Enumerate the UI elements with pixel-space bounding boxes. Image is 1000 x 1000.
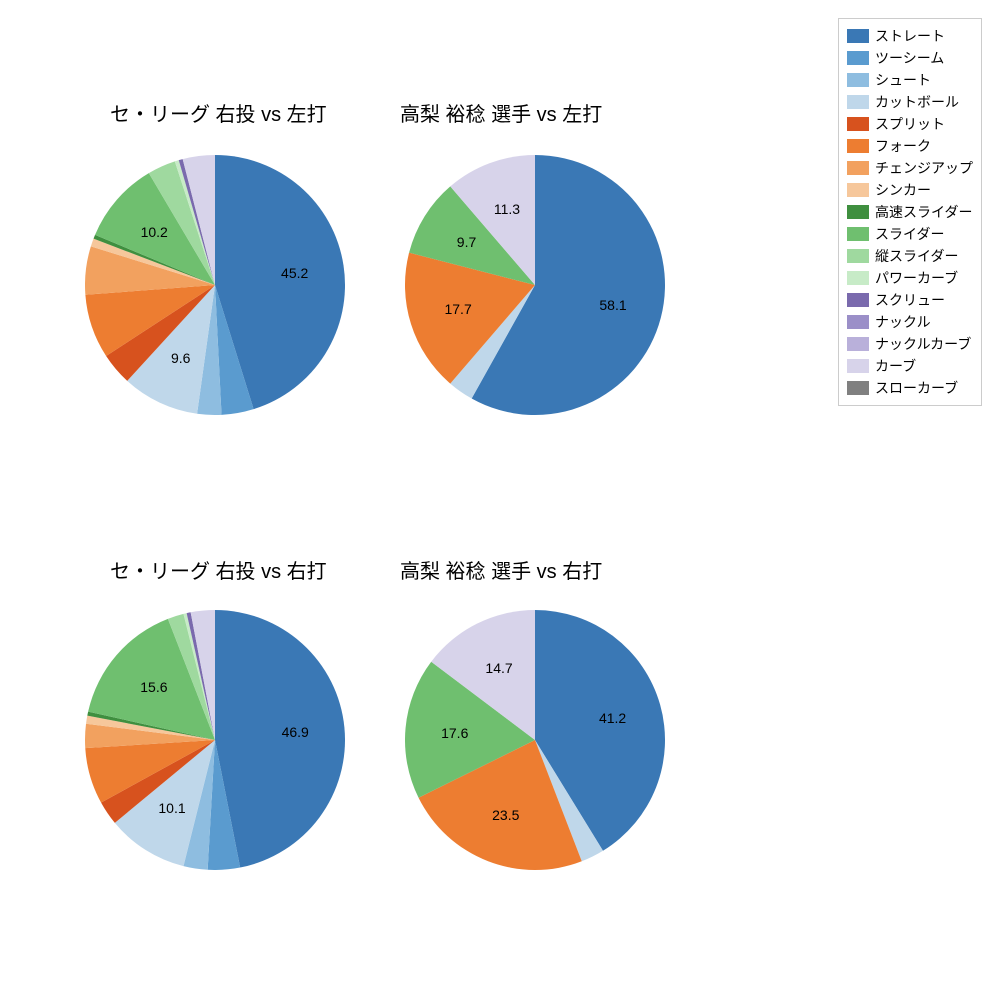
legend-label: シュート	[875, 70, 931, 90]
legend-swatch	[847, 381, 869, 395]
legend-item: フォーク	[847, 135, 973, 157]
legend-label: スローカーブ	[875, 378, 958, 398]
legend-item: チェンジアップ	[847, 157, 973, 179]
legend-label: スプリット	[875, 114, 945, 134]
legend-item: 縦スライダー	[847, 245, 973, 267]
legend-label: カーブ	[875, 356, 916, 376]
legend-swatch	[847, 29, 869, 43]
legend-item: シンカー	[847, 179, 973, 201]
legend-swatch	[847, 293, 869, 307]
chart-stage: セ・リーグ 右投 vs 左打 高梨 裕稔 選手 vs 左打 セ・リーグ 右投 v…	[0, 0, 1000, 1000]
pie-chart-tl: 45.29.610.2	[85, 155, 345, 415]
legend-item: カットボール	[847, 91, 973, 113]
legend-swatch	[847, 271, 869, 285]
pie-chart-br: 41.223.517.614.7	[405, 610, 665, 870]
pie-chart-bl: 46.910.115.6	[85, 610, 345, 870]
legend-label: チェンジアップ	[875, 158, 973, 178]
legend-swatch	[847, 183, 869, 197]
legend-label: フォーク	[875, 136, 931, 156]
legend-item: シュート	[847, 69, 973, 91]
legend-swatch	[847, 73, 869, 87]
pie-slice	[215, 610, 345, 868]
legend-swatch	[847, 315, 869, 329]
chart-title-br: 高梨 裕稔 選手 vs 右打	[400, 555, 602, 584]
legend-label: ナックルカーブ	[875, 334, 971, 354]
legend-label: スライダー	[875, 224, 944, 244]
legend-item: スローカーブ	[847, 377, 973, 399]
legend-label: 縦スライダー	[875, 246, 958, 266]
legend-label: スクリュー	[875, 290, 945, 310]
legend: ストレートツーシームシュートカットボールスプリットフォークチェンジアップシンカー…	[838, 18, 982, 406]
legend-item: ナックルカーブ	[847, 333, 973, 355]
legend-swatch	[847, 227, 869, 241]
legend-label: カットボール	[875, 92, 959, 112]
pie-chart-tr: 58.117.79.711.3	[405, 155, 665, 415]
legend-swatch	[847, 117, 869, 131]
legend-swatch	[847, 249, 869, 263]
legend-swatch	[847, 95, 869, 109]
legend-label: ツーシーム	[875, 48, 944, 68]
legend-label: シンカー	[875, 180, 931, 200]
legend-item: スプリット	[847, 113, 973, 135]
legend-item: スライダー	[847, 223, 973, 245]
legend-swatch	[847, 139, 869, 153]
legend-swatch	[847, 337, 869, 351]
legend-item: パワーカーブ	[847, 267, 973, 289]
chart-title-bl: セ・リーグ 右投 vs 右打	[110, 555, 327, 584]
legend-item: カーブ	[847, 355, 973, 377]
legend-item: ストレート	[847, 25, 973, 47]
legend-swatch	[847, 359, 869, 373]
chart-title-tl: セ・リーグ 右投 vs 左打	[110, 98, 327, 127]
legend-item: スクリュー	[847, 289, 973, 311]
chart-title-tr: 高梨 裕稔 選手 vs 左打	[400, 98, 602, 127]
legend-swatch	[847, 161, 869, 175]
legend-swatch	[847, 205, 869, 219]
legend-item: 高速スライダー	[847, 201, 973, 223]
legend-swatch	[847, 51, 869, 65]
legend-label: ストレート	[875, 26, 945, 46]
legend-label: ナックル	[875, 312, 931, 332]
legend-label: パワーカーブ	[875, 268, 958, 288]
legend-item: ナックル	[847, 311, 973, 333]
legend-item: ツーシーム	[847, 47, 973, 69]
legend-label: 高速スライダー	[875, 202, 972, 222]
